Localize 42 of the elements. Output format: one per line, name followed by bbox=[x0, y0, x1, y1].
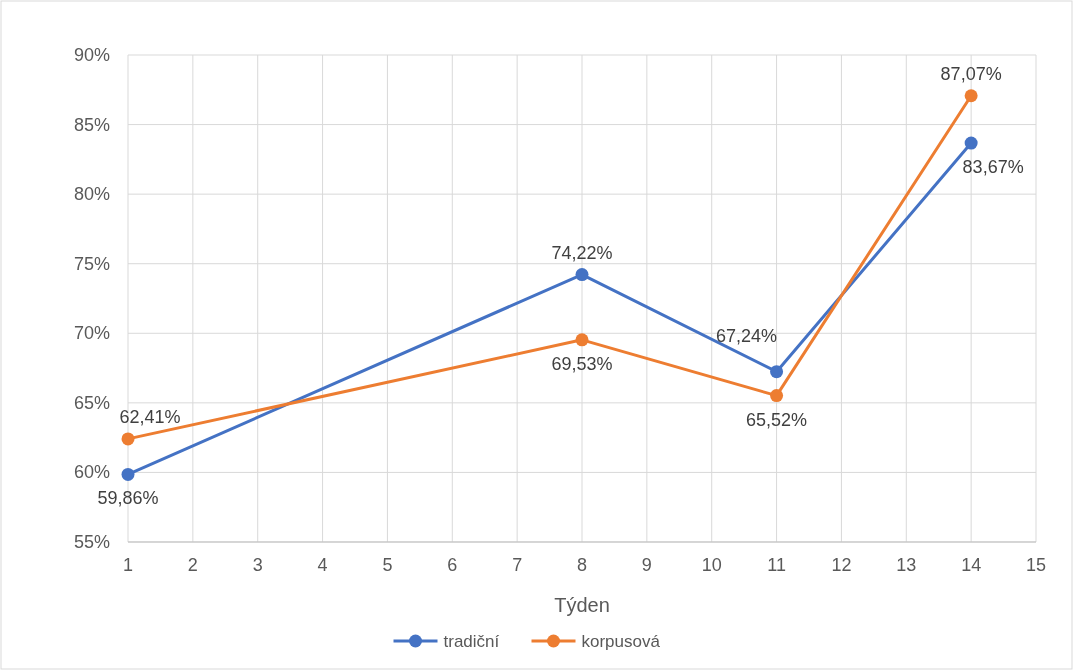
y-tick-label: 60% bbox=[73, 462, 110, 483]
legend-label: korpusová bbox=[581, 632, 661, 651]
x-tick-label: 8 bbox=[576, 555, 588, 575]
point bbox=[121, 467, 135, 481]
x-tick-label: 4 bbox=[317, 555, 328, 575]
data-label: 65,52% bbox=[746, 409, 808, 430]
data-label: 62,41% bbox=[119, 406, 181, 427]
legend-label: tradiční bbox=[443, 632, 500, 651]
y-tick-label: 55% bbox=[73, 532, 110, 552]
point bbox=[575, 268, 589, 282]
data-label: 69,53% bbox=[551, 353, 613, 374]
x-tick-label: 14 bbox=[961, 555, 982, 575]
point bbox=[770, 389, 784, 403]
point bbox=[770, 365, 784, 379]
x-tick-label: 11 bbox=[767, 555, 786, 575]
y-tick-label: 70% bbox=[73, 323, 110, 344]
point bbox=[575, 333, 589, 347]
x-tick-label: 7 bbox=[512, 555, 523, 575]
x-tick-label: 5 bbox=[382, 555, 393, 575]
y-tick-label: 75% bbox=[73, 253, 110, 274]
x-axis-title: Týden bbox=[554, 594, 610, 616]
point bbox=[964, 89, 978, 103]
y-tick-label: 85% bbox=[73, 114, 110, 135]
data-label: 83,67% bbox=[962, 157, 1024, 178]
x-tick-label: 15 bbox=[1025, 555, 1047, 575]
x-tick-label: 1 bbox=[122, 555, 134, 575]
y-tick-label: 65% bbox=[73, 392, 110, 413]
x-tick-label: 12 bbox=[831, 555, 852, 575]
point bbox=[964, 136, 978, 150]
x-tick-label: 9 bbox=[641, 555, 652, 575]
x-tick-label: 6 bbox=[447, 555, 458, 575]
data-label: 87,07% bbox=[940, 63, 1002, 84]
data-label: 59,86% bbox=[97, 488, 159, 509]
data-label: 67,24% bbox=[716, 325, 778, 346]
y-tick-label: 80% bbox=[73, 184, 110, 205]
x-tick-label: 3 bbox=[252, 555, 263, 575]
x-tick-label: 13 bbox=[896, 555, 917, 575]
x-tick-label: 2 bbox=[187, 555, 198, 575]
x-tick-label: 10 bbox=[701, 555, 722, 575]
point bbox=[121, 432, 135, 446]
y-tick-label: 90% bbox=[73, 45, 110, 65]
data-label: 74,22% bbox=[551, 242, 613, 263]
